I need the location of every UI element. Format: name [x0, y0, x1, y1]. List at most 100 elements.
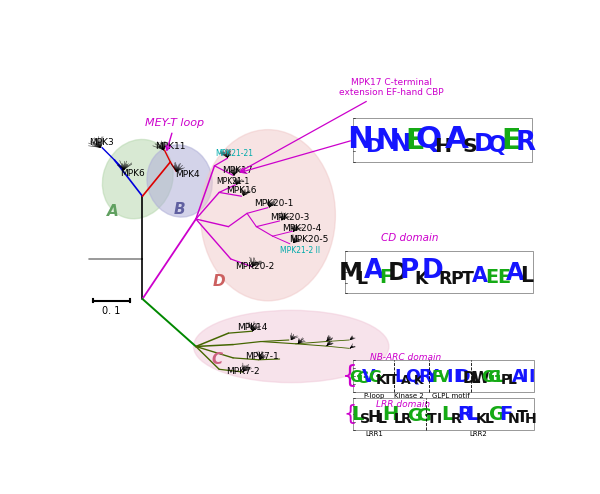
Text: L: L — [485, 412, 494, 426]
Text: LRR1: LRR1 — [365, 431, 383, 437]
Text: Q: Q — [416, 124, 442, 154]
Text: MPK17: MPK17 — [222, 166, 253, 175]
Text: G: G — [356, 371, 368, 386]
Text: G: G — [407, 407, 422, 425]
Text: A: A — [512, 368, 526, 385]
FancyBboxPatch shape — [353, 118, 532, 162]
Text: MPK7-2: MPK7-2 — [226, 368, 260, 376]
Text: R: R — [515, 130, 535, 156]
Text: B: B — [174, 202, 185, 217]
Text: D: D — [463, 371, 475, 386]
Text: T: T — [463, 270, 474, 288]
Text: LRR2: LRR2 — [470, 431, 487, 437]
Text: G: G — [368, 370, 382, 385]
Text: MPK4: MPK4 — [175, 169, 200, 179]
Text: MPK17 C-terminal
extension EF-hand CBP: MPK17 C-terminal extension EF-hand CBP — [241, 78, 443, 171]
Text: S: S — [361, 412, 370, 426]
Text: L: L — [351, 405, 364, 424]
Text: P-loop: P-loop — [364, 393, 385, 399]
Text: MPK21-1: MPK21-1 — [217, 176, 250, 186]
Text: A: A — [472, 266, 488, 286]
Text: H: H — [434, 137, 451, 157]
Text: R: R — [418, 368, 432, 385]
Text: K: K — [376, 372, 386, 387]
Text: Q: Q — [488, 134, 507, 157]
Text: MPK20-1: MPK20-1 — [254, 199, 293, 208]
Text: A: A — [445, 124, 468, 154]
Text: NB-ARC domain: NB-ARC domain — [370, 353, 442, 363]
FancyBboxPatch shape — [353, 360, 535, 392]
Text: L: L — [377, 412, 386, 426]
Text: L: L — [394, 412, 403, 426]
Text: P: P — [450, 270, 463, 288]
Text: {: { — [343, 364, 358, 388]
Text: R: R — [401, 412, 412, 426]
Text: I: I — [447, 368, 453, 385]
Text: E: E — [485, 268, 499, 287]
Text: MPK20-3: MPK20-3 — [270, 212, 310, 222]
Text: R: R — [457, 405, 472, 424]
Text: N: N — [376, 127, 400, 155]
Text: E: E — [406, 127, 425, 155]
Text: M: M — [338, 261, 362, 285]
Text: R: R — [451, 412, 461, 426]
Text: 0. 1: 0. 1 — [102, 306, 121, 316]
Text: H: H — [382, 405, 398, 424]
Text: K: K — [415, 270, 428, 288]
Text: F: F — [432, 370, 443, 385]
Text: C: C — [211, 352, 223, 367]
Text: H: H — [367, 410, 380, 425]
FancyBboxPatch shape — [344, 251, 533, 293]
Text: S: S — [463, 137, 478, 157]
Text: MPK21-2 II: MPK21-2 II — [280, 246, 320, 255]
Text: Q: Q — [405, 368, 420, 385]
Text: D: D — [455, 368, 470, 385]
Text: T: T — [383, 372, 392, 387]
Text: A: A — [401, 374, 411, 387]
Text: F: F — [499, 405, 512, 424]
Text: G: G — [350, 370, 363, 385]
Text: MPK20-2: MPK20-2 — [235, 262, 275, 271]
Ellipse shape — [103, 139, 173, 219]
Text: T: T — [427, 412, 436, 426]
Text: N: N — [391, 132, 412, 156]
Text: L: L — [394, 368, 406, 385]
Text: MEY-T loop: MEY-T loop — [145, 118, 205, 150]
Text: Y: Y — [425, 368, 437, 385]
Text: T: T — [389, 372, 398, 387]
Text: I: I — [437, 412, 442, 426]
Text: MPK21-21: MPK21-21 — [215, 149, 253, 158]
Text: W: W — [473, 371, 490, 386]
Text: R: R — [438, 270, 451, 288]
Ellipse shape — [200, 129, 335, 301]
Ellipse shape — [194, 310, 389, 382]
Text: Kinase 2: Kinase 2 — [394, 393, 424, 399]
Text: H: H — [524, 412, 536, 426]
Text: I: I — [453, 368, 460, 385]
FancyBboxPatch shape — [353, 398, 535, 430]
Text: G: G — [416, 407, 431, 425]
Text: L: L — [466, 405, 479, 424]
Text: K: K — [475, 412, 486, 426]
Text: N: N — [508, 412, 520, 426]
Text: G: G — [489, 405, 505, 424]
Text: MPK20-5: MPK20-5 — [289, 236, 328, 245]
Ellipse shape — [147, 145, 212, 217]
Text: V: V — [437, 370, 450, 385]
Text: L: L — [495, 370, 505, 385]
Text: D: D — [388, 261, 407, 285]
Text: D: D — [213, 274, 226, 289]
Text: L: L — [470, 371, 480, 386]
Text: D: D — [365, 137, 382, 157]
Text: MPK11: MPK11 — [155, 141, 185, 151]
Text: E: E — [497, 268, 510, 287]
Text: P: P — [501, 372, 511, 387]
Text: MPK20-4: MPK20-4 — [282, 224, 321, 233]
Text: L: L — [508, 372, 517, 387]
Text: V: V — [362, 368, 376, 385]
Text: MPK6: MPK6 — [121, 169, 145, 178]
Text: D: D — [474, 132, 494, 156]
Text: MPK16: MPK16 — [226, 186, 257, 195]
Text: G: G — [481, 370, 494, 385]
Text: A: A — [506, 261, 524, 285]
